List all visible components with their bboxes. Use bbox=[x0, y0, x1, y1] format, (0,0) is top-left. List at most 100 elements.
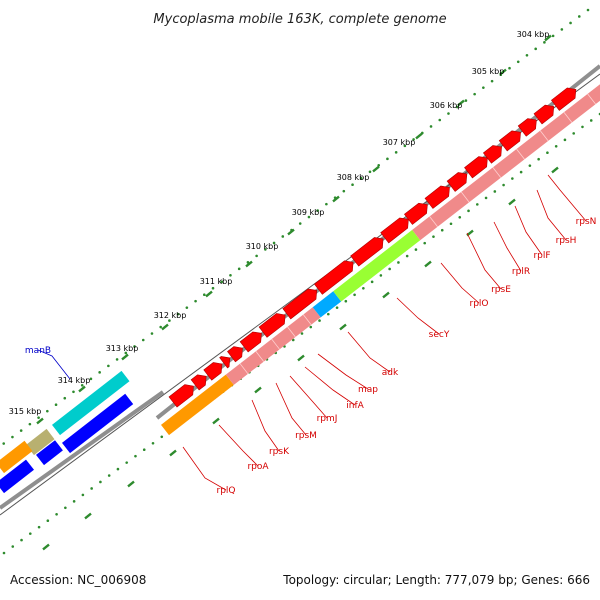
gene-arrow-red[interactable] bbox=[227, 346, 243, 363]
tick-mark-outer bbox=[78, 385, 86, 393]
gene-arrow-red[interactable] bbox=[517, 118, 537, 137]
gene-arrow-red[interactable] bbox=[258, 313, 286, 338]
tick-ring-inner-dot bbox=[414, 248, 418, 251]
tick-ring-inner-dot bbox=[72, 500, 76, 503]
gene-blue-left-a[interactable] bbox=[36, 440, 63, 466]
gene-blue-left-c[interactable] bbox=[0, 459, 34, 494]
tick-ring-inner-dot bbox=[379, 274, 383, 277]
tick-ring-outer-dot bbox=[569, 21, 572, 25]
gene-tan[interactable] bbox=[26, 428, 55, 456]
gene-boundary bbox=[516, 148, 525, 160]
tick-ring-outer-dot bbox=[124, 351, 128, 355]
tick-label: 310 kbp bbox=[246, 242, 279, 251]
gene-label-rplR[interactable]: rplR bbox=[512, 267, 530, 277]
gene-arrow-red[interactable] bbox=[219, 356, 231, 369]
tick-mark-outer bbox=[499, 68, 507, 76]
gene-label-rplQ[interactable]: rplQ bbox=[217, 486, 236, 496]
gene-arrow-red[interactable] bbox=[446, 172, 468, 192]
gene-rplQ-rpoA[interactable] bbox=[161, 374, 234, 436]
tick-ring-outer-dot bbox=[342, 189, 346, 193]
tick-ring-outer-dot bbox=[438, 118, 442, 122]
tick-label: 315 kbp bbox=[9, 407, 42, 416]
gene-arrow-red[interactable] bbox=[190, 374, 207, 391]
tick-ring-inner-dot bbox=[493, 190, 497, 193]
gene-arrow-red[interactable] bbox=[380, 217, 409, 244]
tick-ring-inner-dot bbox=[28, 532, 32, 535]
tick-ring-outer-dot bbox=[298, 222, 302, 225]
gene-label-rplO[interactable]: rplO bbox=[470, 299, 489, 309]
gene-boundary bbox=[563, 111, 573, 123]
tick-ring-inner-dot bbox=[458, 215, 462, 219]
gene-arrow-red[interactable] bbox=[203, 362, 223, 381]
gene-rpsK-rpmJ[interactable] bbox=[225, 307, 321, 385]
gene-arrow-red[interactable] bbox=[403, 202, 428, 225]
gene-orange-left[interactable] bbox=[0, 440, 33, 474]
gene-label-adk[interactable]: adk bbox=[382, 368, 399, 378]
gene-boundary bbox=[492, 167, 502, 178]
tick-mark-inner bbox=[551, 166, 559, 174]
gene-label-rpsN[interactable]: rpsN bbox=[576, 217, 597, 227]
gene-boundary bbox=[539, 130, 549, 142]
gene-arrow-red[interactable] bbox=[424, 185, 450, 209]
tick-mark-outer bbox=[161, 323, 169, 331]
tick-label: 304 kbp bbox=[517, 30, 550, 39]
tick-ring-outer-dot bbox=[202, 293, 206, 297]
gene-ribosomal-cluster[interactable] bbox=[412, 77, 600, 241]
gene-arrow-red[interactable] bbox=[239, 331, 262, 353]
tick-ring-outer-dot bbox=[516, 60, 520, 64]
tick-ring-outer-dot bbox=[316, 209, 319, 212]
tick-ring-outer-dot bbox=[11, 435, 14, 439]
leader-line bbox=[289, 375, 328, 419]
tick-ring-outer-dot bbox=[577, 15, 581, 18]
map-title: Mycoplasma mobile 163K, complete genome bbox=[153, 12, 446, 27]
gene-manB[interactable] bbox=[52, 370, 130, 436]
gene-label-rpsM[interactable]: rpsM bbox=[295, 431, 317, 441]
gene-arrow-red[interactable] bbox=[282, 288, 318, 320]
tick-ring-inner-dot bbox=[581, 125, 584, 129]
gene-label-manB[interactable]: manB bbox=[25, 346, 51, 356]
gene-label-rpoA[interactable]: rpoA bbox=[247, 462, 269, 472]
leader-line bbox=[37, 349, 71, 380]
tick-mark-inner bbox=[508, 198, 516, 206]
gene-map[interactable] bbox=[312, 291, 342, 318]
leader-line bbox=[304, 366, 356, 406]
tick-mark-outer bbox=[205, 290, 213, 298]
gene-boundary bbox=[460, 191, 470, 203]
tick-mark-inner bbox=[339, 323, 347, 331]
gene-label-secY[interactable]: secY bbox=[429, 330, 450, 340]
gene-blue-left-b[interactable] bbox=[62, 393, 134, 454]
gene-secY-adk[interactable] bbox=[333, 229, 421, 302]
gene-arrow-red[interactable] bbox=[168, 384, 194, 408]
gene-boundary bbox=[287, 326, 296, 338]
gene-arrow-red[interactable] bbox=[482, 145, 502, 164]
gene-label-rplF[interactable]: rplF bbox=[533, 251, 550, 261]
gene-arrow-red[interactable] bbox=[464, 156, 488, 179]
gene-arrow-red[interactable] bbox=[533, 104, 555, 125]
gene-arrow-red[interactable] bbox=[550, 87, 577, 111]
tick-ring-inner-dot bbox=[160, 435, 164, 439]
tick-ring-outer-dot bbox=[2, 442, 6, 445]
tick-ring-inner-dot bbox=[484, 196, 488, 200]
tick-ring-inner-dot bbox=[46, 519, 50, 523]
tick-ring-inner-dot bbox=[81, 493, 85, 497]
gene-label-infA[interactable]: infA bbox=[346, 401, 364, 411]
leader-line bbox=[466, 232, 502, 290]
gene-arrow-red[interactable] bbox=[350, 237, 384, 267]
leader-line bbox=[493, 221, 522, 272]
gene-label-rpsK[interactable]: rpsK bbox=[269, 447, 290, 457]
gene-label-rpsH[interactable]: rpsH bbox=[556, 236, 577, 246]
tick-ring-outer-dot bbox=[46, 409, 49, 413]
tick-ring-inner-dot bbox=[309, 325, 313, 329]
gene-label-rpmJ[interactable]: rpmJ bbox=[317, 414, 338, 424]
tick-ring-inner-dot bbox=[335, 306, 339, 309]
gene-boundary bbox=[302, 314, 312, 326]
gene-label-rpsE[interactable]: rpsE bbox=[491, 285, 511, 295]
gene-arrow-red[interactable] bbox=[498, 130, 521, 152]
tick-ring-outer-dot bbox=[89, 377, 93, 381]
gene-arrow-red[interactable] bbox=[313, 260, 354, 295]
tick-mark-outer bbox=[36, 417, 44, 425]
gene-label-map[interactable]: map bbox=[358, 385, 378, 395]
tick-mark-inner bbox=[212, 417, 220, 425]
tick-ring-inner-dot bbox=[537, 157, 540, 161]
